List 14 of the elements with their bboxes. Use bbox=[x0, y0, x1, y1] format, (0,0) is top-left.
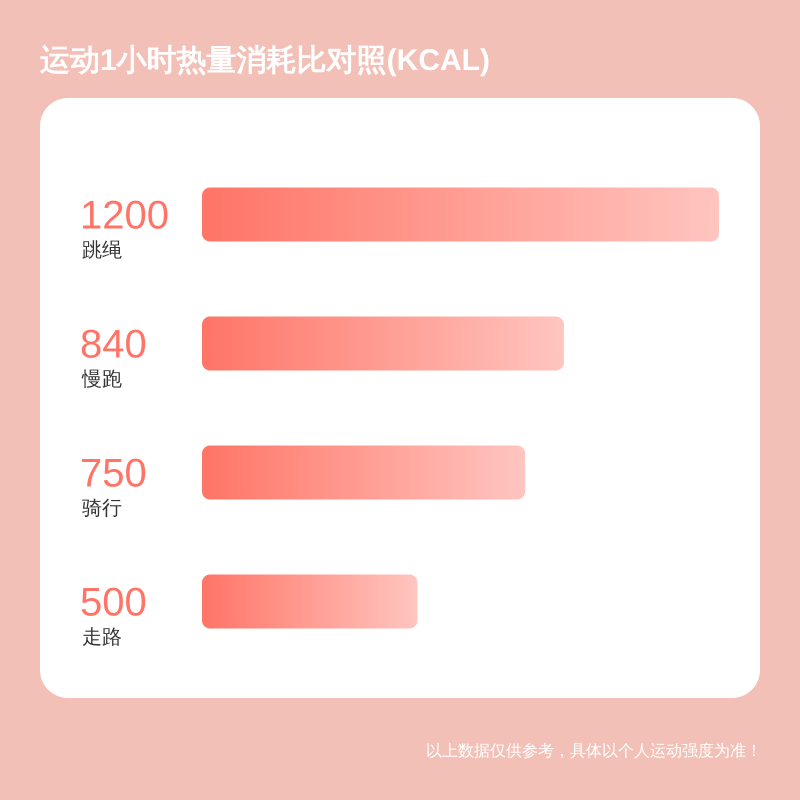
bar bbox=[202, 574, 418, 628]
bar bbox=[202, 188, 719, 242]
y-tick-label: 慢跑 bbox=[81, 368, 122, 390]
bar bbox=[202, 446, 526, 500]
chart-title: 运动1小时热量消耗比对照(KCAL) bbox=[39, 44, 490, 77]
data-label: 840 bbox=[80, 322, 147, 366]
text: 以上数据仅供参考，具体以个人运动强度为准！ bbox=[426, 742, 762, 760]
data-label: 1200 bbox=[80, 194, 169, 238]
bar bbox=[202, 316, 564, 370]
data-label: 500 bbox=[80, 580, 147, 624]
data-label: 750 bbox=[80, 452, 147, 496]
y-tick-label: 骑行 bbox=[82, 498, 122, 520]
y-tick-label: 跳绳 bbox=[82, 240, 122, 262]
y-tick-label: 走路 bbox=[82, 626, 122, 648]
